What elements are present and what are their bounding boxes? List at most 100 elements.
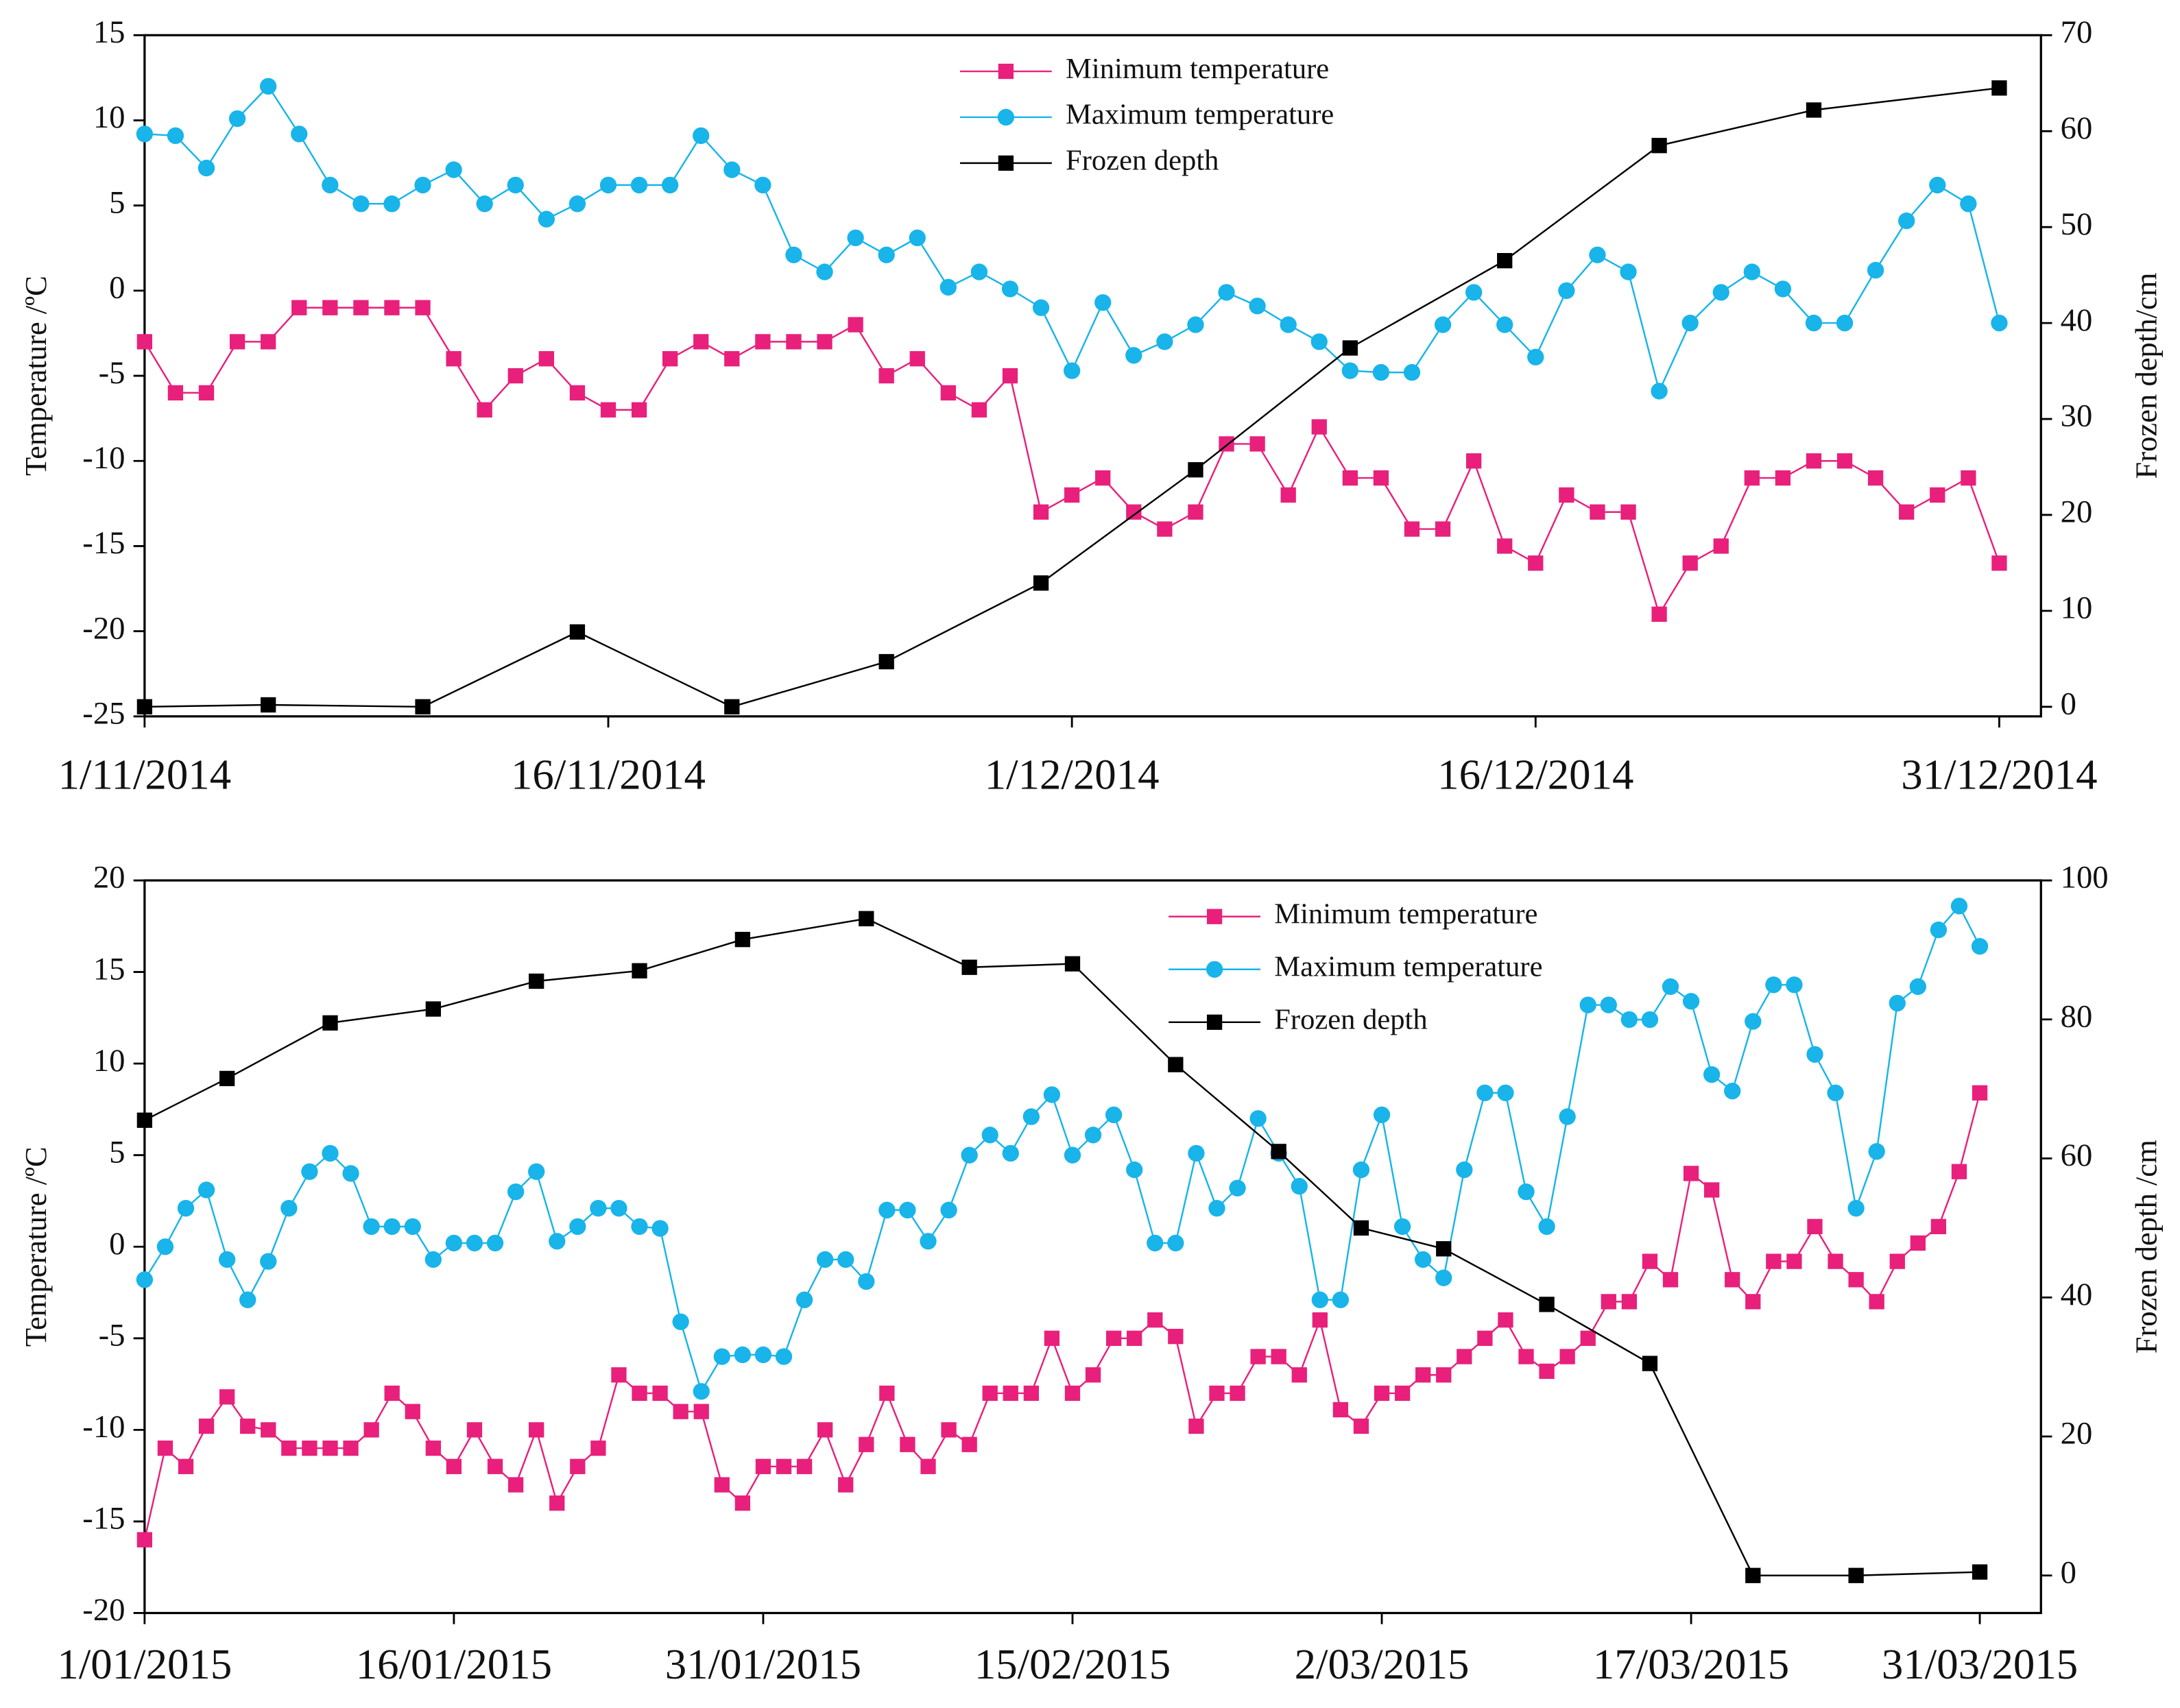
data-point xyxy=(1580,1330,1596,1346)
data-point xyxy=(1341,362,1358,379)
data-point xyxy=(549,1233,566,1250)
data-point xyxy=(136,1271,154,1288)
data-point xyxy=(424,1251,442,1268)
data-point xyxy=(1590,504,1605,520)
data-point xyxy=(1600,996,1617,1013)
data-point xyxy=(384,300,400,315)
y2-tick-label: 80 xyxy=(2061,998,2093,1034)
data-point xyxy=(1651,138,1667,154)
data-point xyxy=(816,263,833,280)
series-line xyxy=(143,1092,1981,1540)
data-point xyxy=(982,1385,998,1402)
data-point xyxy=(260,1253,277,1270)
data-point xyxy=(1961,470,1976,486)
data-point xyxy=(353,300,369,315)
data-point xyxy=(1869,1294,1884,1310)
data-point xyxy=(734,1346,752,1364)
data-point xyxy=(1033,575,1049,591)
data-point xyxy=(1415,1251,1432,1268)
data-point xyxy=(1291,1367,1307,1383)
y-tick-label: -10 xyxy=(82,440,125,476)
data-point xyxy=(568,195,586,213)
data-point xyxy=(776,1458,792,1474)
x-tick-label: 16/12/2014 xyxy=(1437,750,1633,798)
data-point xyxy=(1332,1291,1350,1308)
y2-tick-label: 70 xyxy=(2061,14,2093,50)
data-point xyxy=(1805,314,1823,332)
data-point xyxy=(1827,1084,1844,1102)
data-point xyxy=(239,1291,256,1308)
data-point xyxy=(1559,1108,1576,1125)
legend-label: Minimum temperature xyxy=(1274,898,1537,930)
data-point xyxy=(529,1422,544,1438)
data-point xyxy=(961,959,977,975)
data-point xyxy=(1209,1385,1225,1402)
data-point xyxy=(156,1238,174,1255)
data-point xyxy=(1353,1418,1369,1434)
data-point xyxy=(1806,1046,1823,1063)
data-point xyxy=(785,246,802,263)
data-point xyxy=(1094,294,1112,311)
data-point xyxy=(291,300,307,315)
data-point xyxy=(1909,978,1927,996)
data-point xyxy=(1105,1106,1123,1124)
data-point xyxy=(352,195,370,213)
data-point xyxy=(1589,246,1606,263)
x-tick-label: 1/11/2014 xyxy=(58,750,232,798)
data-point xyxy=(1352,1161,1370,1179)
y-tick-label: -20 xyxy=(82,1592,125,1628)
x-tick-label: 1/01/2015 xyxy=(57,1640,232,1688)
data-point xyxy=(1436,1367,1452,1383)
data-point xyxy=(1043,1086,1061,1103)
data-point xyxy=(1642,1253,1658,1269)
data-point xyxy=(1063,362,1081,379)
data-point xyxy=(528,1163,545,1180)
data-point xyxy=(415,300,431,315)
data-point xyxy=(971,402,987,418)
data-point xyxy=(879,1385,895,1402)
data-point xyxy=(1786,976,1803,994)
data-point xyxy=(1528,555,1544,571)
data-point xyxy=(1465,284,1483,301)
data-point xyxy=(1353,1220,1369,1236)
data-point xyxy=(1436,1241,1452,1257)
data-point xyxy=(1651,383,1668,400)
data-point xyxy=(1404,521,1420,537)
data-point xyxy=(1064,956,1081,972)
data-point xyxy=(1125,347,1142,364)
data-point xyxy=(1476,1084,1494,1102)
legend-marker xyxy=(1206,961,1223,978)
data-point xyxy=(1002,1144,1019,1162)
data-point xyxy=(177,1199,195,1217)
data-point xyxy=(1539,1363,1555,1380)
y-tick-label: -15 xyxy=(82,525,125,561)
data-point xyxy=(1373,1106,1391,1124)
legend-label: Maximum temperature xyxy=(1066,99,1334,131)
data-point xyxy=(569,385,586,401)
data-point xyxy=(1601,1294,1616,1310)
data-point xyxy=(1889,1253,1905,1269)
data-point xyxy=(1249,436,1265,452)
data-point xyxy=(940,1201,957,1218)
data-point xyxy=(1724,1083,1741,1100)
data-point xyxy=(754,1346,772,1364)
data-point xyxy=(229,334,245,350)
data-point xyxy=(1156,333,1173,350)
data-point xyxy=(507,368,523,384)
y-tick-label: 15 xyxy=(93,14,125,50)
data-point xyxy=(1518,1349,1534,1364)
data-point xyxy=(1435,521,1451,537)
data-point xyxy=(920,1233,937,1250)
data-point xyxy=(1847,1199,1865,1217)
data-point xyxy=(538,351,554,367)
data-point xyxy=(1249,1110,1267,1127)
y-tick-label: 0 xyxy=(109,1226,125,1262)
data-point xyxy=(1559,1349,1575,1364)
x-tick-label: 31/03/2015 xyxy=(1882,1640,2078,1688)
data-point xyxy=(197,1181,215,1199)
data-point xyxy=(228,110,246,128)
data-point xyxy=(1372,363,1390,381)
data-point xyxy=(322,1440,338,1456)
data-point xyxy=(487,1458,503,1474)
